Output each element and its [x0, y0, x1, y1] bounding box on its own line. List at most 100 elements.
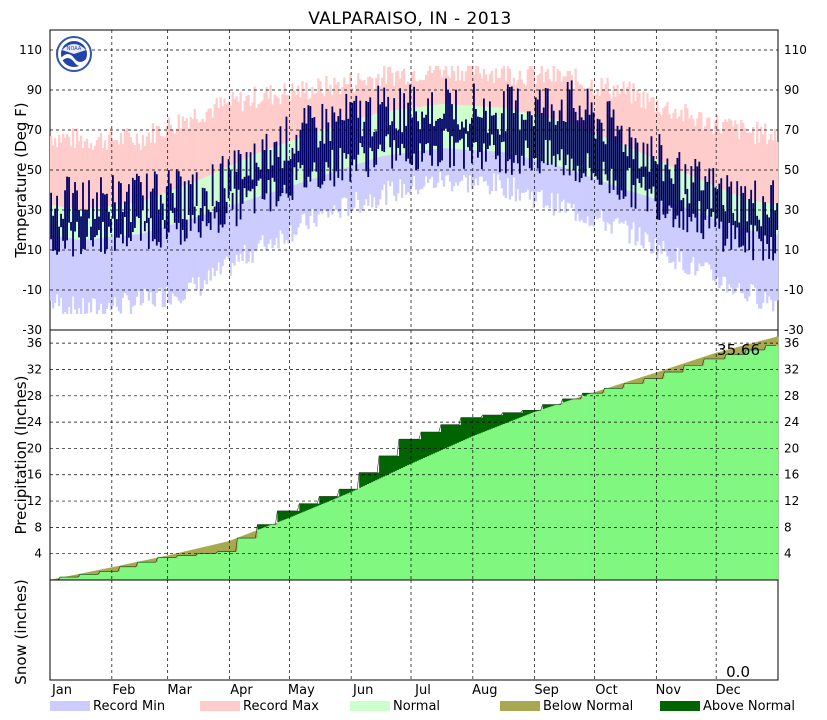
record-max-bar [235, 96, 238, 164]
record-min-bar [466, 149, 470, 193]
precip-base-bar [492, 427, 496, 580]
precip-base-bar [546, 407, 549, 580]
record-max-bar [704, 126, 707, 182]
above-normal-bar [345, 489, 348, 495]
above-normal-bar [546, 404, 549, 408]
record-min-bar [205, 213, 208, 285]
precip-base-bar [101, 571, 105, 580]
record-max-bar [670, 118, 673, 167]
observed-temp-bar [652, 156, 655, 187]
record-max-bar [265, 87, 268, 150]
record-max-bar [119, 132, 123, 205]
normal-range-bar [504, 108, 508, 153]
below-normal-bar [768, 338, 771, 346]
above-normal-bar [482, 415, 486, 432]
record-max-bar [155, 125, 159, 197]
precip-base-bar [456, 442, 460, 580]
record-max-bar [502, 66, 506, 108]
month-label: Sep [534, 683, 559, 698]
record-min-bar [518, 155, 522, 201]
precip-base-bar [672, 372, 675, 580]
above-normal-bar [409, 439, 412, 465]
below-normal-bar [766, 339, 769, 346]
precip-base-bar [181, 555, 184, 580]
record-min-bar [215, 210, 218, 271]
precip-base-bar [576, 398, 579, 580]
record-max-bar [524, 85, 527, 113]
precip-base-bar [466, 438, 470, 580]
above-normal-bar [534, 410, 537, 412]
record-min-bar [261, 195, 264, 236]
above-normal-bar [474, 417, 478, 436]
temperature-tick-right: -30 [784, 323, 804, 337]
observed-temp-bar [205, 191, 208, 227]
record-min-bar [201, 215, 204, 289]
observed-temp-bar [125, 191, 128, 247]
record-min-bar [171, 224, 174, 294]
observed-temp-bar [141, 195, 144, 211]
observed-temp-bar [726, 175, 729, 239]
above-normal-bar [329, 496, 332, 501]
precip-base-bar [107, 571, 111, 580]
above-normal-bar [524, 410, 527, 416]
normal-range-bar [135, 202, 139, 235]
below-normal-bar [732, 348, 735, 355]
chart-title: VALPARAISO, IN - 2013 [308, 9, 512, 29]
record-min-bar [716, 218, 719, 278]
observed-temp-bar [692, 182, 695, 214]
observed-temp-bar [353, 100, 356, 160]
below-normal-bar [251, 531, 254, 539]
observed-temp-bar [776, 203, 778, 230]
observed-temp-bar [245, 152, 248, 198]
observed-temp-bar [520, 114, 523, 156]
record-max-bar [251, 102, 254, 156]
above-normal-bar [321, 496, 324, 505]
normal-range-bar [225, 167, 228, 208]
record-min-bar [574, 171, 577, 221]
normal-range-bar [217, 171, 220, 210]
observed-temp-bar [526, 111, 529, 148]
below-normal-bar [121, 564, 125, 567]
record-min-bar [213, 211, 216, 277]
precip-base-bar [317, 505, 320, 580]
precipitation-tick-right: 32 [784, 362, 799, 376]
normal-range-bar [688, 174, 691, 209]
record-min-bar [411, 152, 414, 187]
above-normal-bar [494, 415, 498, 428]
below-normal-bar [213, 544, 216, 554]
observed-temperature-bars [50, 78, 778, 261]
below-normal-bar [217, 543, 220, 552]
observed-temp-bar [223, 188, 226, 225]
record-min-bar [211, 211, 214, 268]
record-max-bar [249, 105, 252, 157]
record-min-bar [456, 148, 460, 186]
record-min-bar [530, 159, 533, 192]
observed-temp-bar [305, 123, 308, 188]
record-min-bar [550, 164, 553, 193]
below-normal-bar [83, 572, 87, 575]
record-min-bar [766, 233, 769, 304]
record-min-bar [750, 230, 753, 285]
above-normal-bar [347, 489, 350, 494]
precip-base-bar [155, 562, 159, 580]
precip-base-bar [63, 577, 67, 580]
record-max-bar [596, 89, 599, 135]
normal-range-bar [137, 202, 141, 235]
observed-temp-bar [149, 191, 152, 219]
record-max-bar [690, 115, 693, 176]
precip-base-bar [520, 416, 524, 580]
precipitation-tick-left: 16 [27, 468, 42, 482]
precip-base-bar [572, 399, 575, 580]
record-min-bar [233, 204, 236, 266]
observed-temp-bar [486, 132, 489, 150]
observed-temp-bar [530, 115, 533, 170]
record-min-bar [562, 167, 565, 200]
precip-base-bar [494, 427, 498, 580]
precip-base-bar [764, 349, 767, 580]
record-max-bar [764, 123, 767, 203]
record-max-bar [61, 133, 65, 207]
record-min-bar [113, 236, 117, 298]
record-max-bar [135, 133, 139, 203]
record-min-bar [756, 231, 759, 305]
precip-base-bar [768, 345, 771, 580]
